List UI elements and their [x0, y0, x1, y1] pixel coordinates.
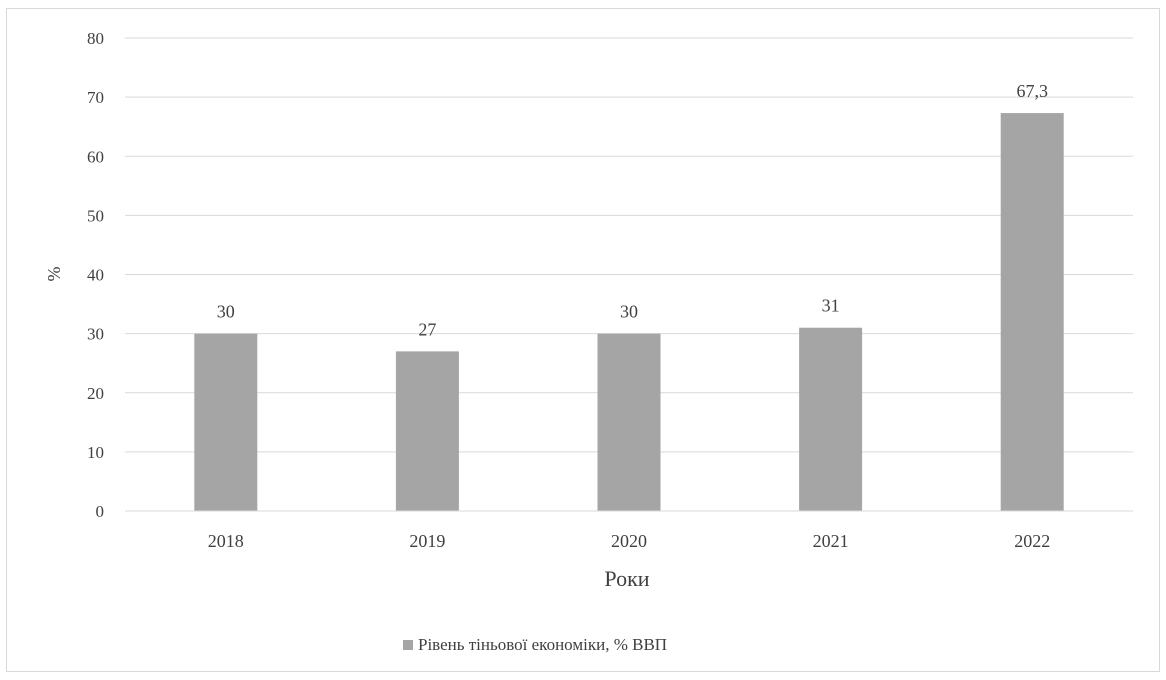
x-tick-label: 2018: [208, 531, 244, 551]
bar: [1000, 113, 1064, 512]
x-tick-label: 2022: [1014, 531, 1050, 551]
y-tick-label: 70: [87, 88, 104, 107]
legend-swatch: [403, 640, 413, 650]
data-label: 30: [217, 302, 235, 322]
y-tick-label: 40: [87, 266, 104, 285]
x-tick-label: 2020: [611, 531, 647, 551]
bar: [395, 351, 459, 511]
y-tick-label: 30: [87, 325, 104, 344]
x-tick-label: 2021: [813, 531, 849, 551]
data-label: 31: [822, 296, 840, 316]
y-tick-label: 0: [96, 502, 105, 521]
legend: Рівень тіньової економіки, % ВВП: [403, 635, 667, 654]
data-labels: 30 27 30 31 67,3: [217, 81, 1048, 339]
data-label: 67,3: [1016, 81, 1048, 101]
y-tick-label: 20: [87, 384, 104, 403]
data-label: 30: [620, 302, 638, 322]
legend-label: Рівень тіньової економіки, % ВВП: [418, 635, 667, 654]
y-tick-label: 10: [87, 443, 104, 462]
gridlines: [125, 37, 1133, 453]
bars: [194, 113, 1064, 512]
y-tick-label: 80: [87, 29, 104, 48]
x-tick-label: 2019: [409, 531, 445, 551]
bar: [799, 327, 863, 511]
bar: [194, 333, 258, 511]
y-axis-ticks: 0 10 20 30 40 50 60 70 80: [87, 29, 104, 521]
y-axis-label: %: [44, 267, 64, 282]
y-tick-label: 50: [87, 206, 104, 225]
bar: [597, 333, 661, 511]
x-axis-label: Роки: [604, 566, 649, 591]
y-tick-label: 60: [87, 147, 104, 166]
data-label: 27: [418, 319, 436, 339]
x-axis-ticks: 2018 2019 2020 2021 2022: [208, 531, 1050, 551]
